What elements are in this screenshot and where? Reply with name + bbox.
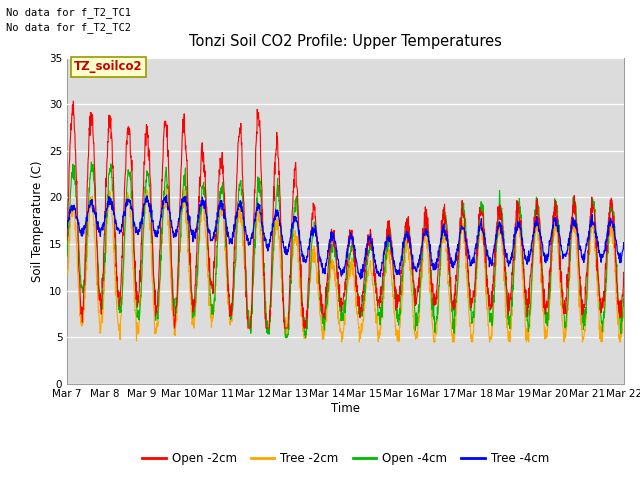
Title: Tonzi Soil CO2 Profile: Upper Temperatures: Tonzi Soil CO2 Profile: Upper Temperatur…	[189, 35, 502, 49]
Legend: Open -2cm, Tree -2cm, Open -4cm, Tree -4cm: Open -2cm, Tree -2cm, Open -4cm, Tree -4…	[138, 447, 554, 469]
X-axis label: Time: Time	[331, 402, 360, 415]
Text: No data for f_T2_TC1: No data for f_T2_TC1	[6, 7, 131, 18]
Text: TZ_soilco2: TZ_soilco2	[74, 60, 143, 73]
Y-axis label: Soil Temperature (C): Soil Temperature (C)	[31, 160, 44, 282]
Text: No data for f_T2_TC2: No data for f_T2_TC2	[6, 22, 131, 33]
